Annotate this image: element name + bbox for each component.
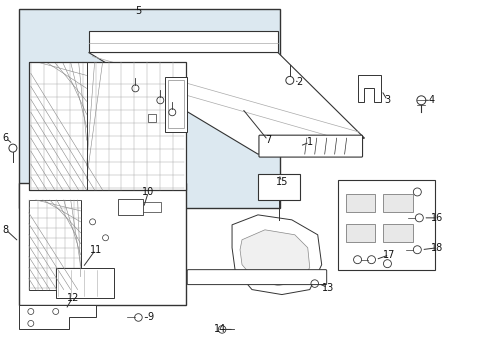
Bar xyxy=(19,183,186,305)
Bar xyxy=(56,268,114,298)
Bar xyxy=(258,174,300,200)
Text: 13: 13 xyxy=(321,283,334,293)
Text: 4: 4 xyxy=(428,95,434,105)
Text: 1: 1 xyxy=(307,137,313,147)
Bar xyxy=(345,194,375,212)
Bar xyxy=(144,202,161,212)
Text: 10: 10 xyxy=(142,187,154,197)
Polygon shape xyxy=(232,215,322,294)
Text: 14: 14 xyxy=(214,324,226,334)
Text: 15: 15 xyxy=(276,177,288,187)
FancyBboxPatch shape xyxy=(259,135,363,157)
Bar xyxy=(338,180,435,270)
Text: 3: 3 xyxy=(384,95,391,105)
Bar xyxy=(384,194,414,212)
Text: 5: 5 xyxy=(135,6,142,15)
Text: 7: 7 xyxy=(265,135,271,145)
Text: 6: 6 xyxy=(3,133,9,143)
Bar xyxy=(165,77,187,132)
Text: 18: 18 xyxy=(431,243,443,253)
Bar xyxy=(29,62,87,190)
Bar xyxy=(148,114,156,122)
Polygon shape xyxy=(89,53,365,154)
Bar xyxy=(119,199,144,215)
Text: 12: 12 xyxy=(67,293,79,302)
Text: 16: 16 xyxy=(431,213,443,223)
Bar xyxy=(89,31,278,53)
Bar xyxy=(29,62,186,190)
Bar xyxy=(29,200,81,289)
Circle shape xyxy=(9,144,17,152)
Text: 2: 2 xyxy=(296,77,303,87)
Circle shape xyxy=(286,76,294,84)
Text: 11: 11 xyxy=(90,245,102,255)
Polygon shape xyxy=(358,75,382,102)
Polygon shape xyxy=(240,230,310,285)
Text: 8: 8 xyxy=(3,225,9,235)
Bar xyxy=(168,80,184,128)
Bar xyxy=(345,224,375,242)
Text: 9: 9 xyxy=(147,312,153,323)
FancyBboxPatch shape xyxy=(187,270,327,285)
Bar xyxy=(19,9,280,208)
Polygon shape xyxy=(19,305,96,329)
Bar xyxy=(384,224,414,242)
Text: 17: 17 xyxy=(383,250,395,260)
